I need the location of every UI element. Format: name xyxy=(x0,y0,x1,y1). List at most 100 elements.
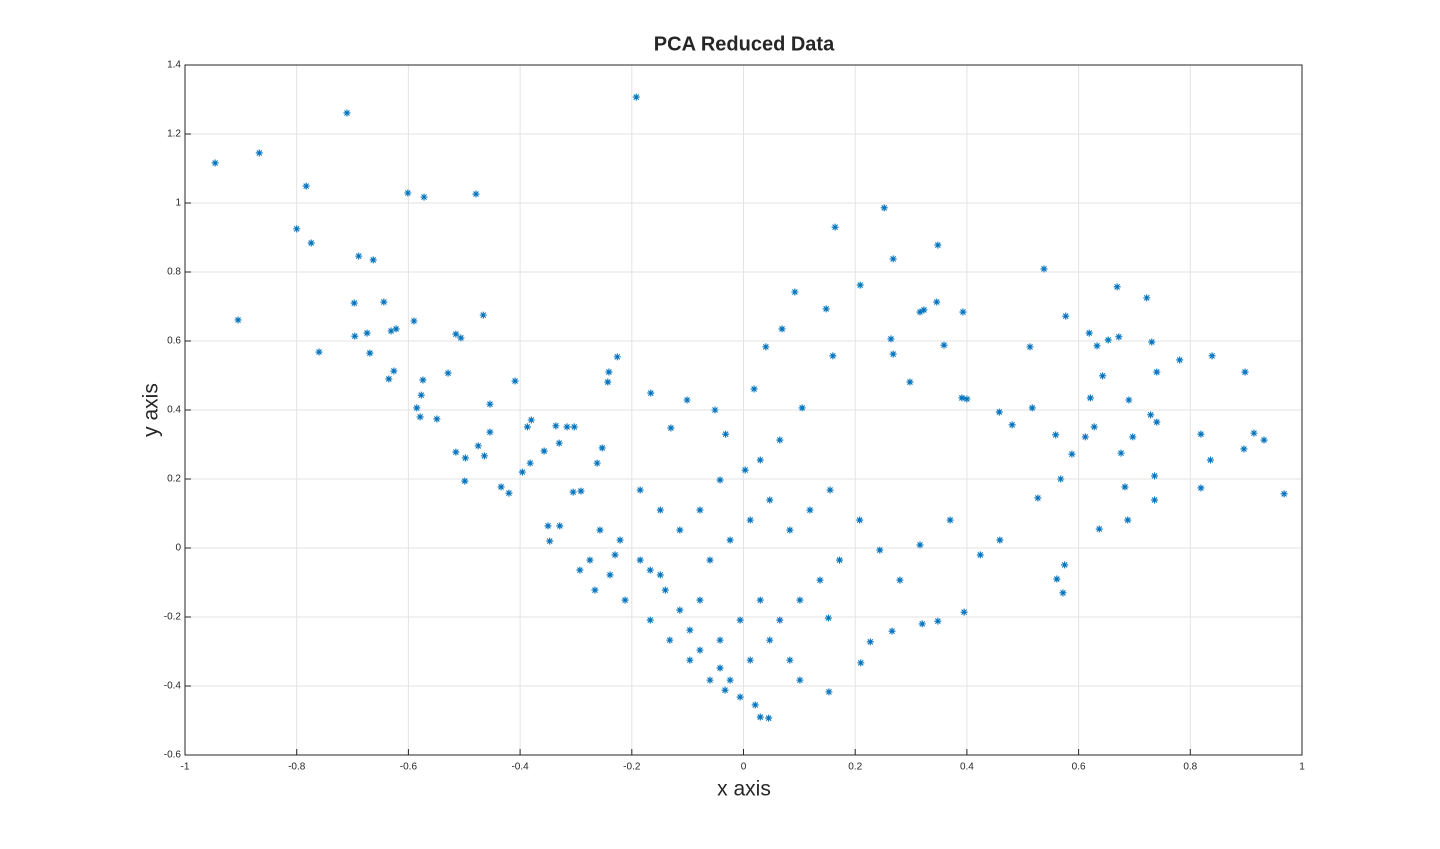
point xyxy=(1115,333,1123,341)
point xyxy=(825,688,833,696)
point xyxy=(457,334,465,342)
point xyxy=(1081,433,1089,441)
point xyxy=(963,395,971,403)
point xyxy=(611,551,619,559)
point xyxy=(696,646,704,654)
point xyxy=(920,306,928,314)
point xyxy=(916,308,924,316)
point xyxy=(940,341,948,349)
y-tick-label: 1 xyxy=(175,198,181,209)
point xyxy=(518,468,526,476)
point xyxy=(816,576,824,584)
x-tick-label: -0.4 xyxy=(511,762,529,773)
point xyxy=(683,396,691,404)
point xyxy=(1148,338,1156,346)
point xyxy=(786,656,794,664)
point xyxy=(577,487,585,495)
point xyxy=(647,389,655,397)
point xyxy=(946,516,954,524)
point xyxy=(461,477,469,485)
point xyxy=(1153,418,1161,426)
point xyxy=(486,428,494,436)
y-tick-label: -0.6 xyxy=(164,750,182,761)
point xyxy=(307,239,315,247)
point xyxy=(1062,312,1070,320)
x-tick-label: 0.8 xyxy=(1183,762,1197,773)
point xyxy=(497,483,505,491)
point xyxy=(1208,352,1216,360)
point xyxy=(586,556,594,564)
point xyxy=(958,394,966,402)
point xyxy=(996,536,1004,544)
point xyxy=(762,343,770,351)
point xyxy=(569,488,577,496)
point xyxy=(933,298,941,306)
x-tick-label: -1 xyxy=(181,762,190,773)
point xyxy=(716,664,724,672)
point xyxy=(1053,575,1061,583)
point xyxy=(1153,368,1161,376)
point xyxy=(829,352,837,360)
point xyxy=(343,109,351,117)
point xyxy=(1117,449,1125,457)
point xyxy=(1124,516,1132,524)
point xyxy=(1104,336,1112,344)
point xyxy=(632,93,640,101)
point xyxy=(766,496,774,504)
point xyxy=(1240,445,1248,453)
x-axis-label: x axis xyxy=(717,778,771,801)
y-axis-label: y axis xyxy=(140,383,163,437)
point xyxy=(540,447,548,455)
point xyxy=(598,444,606,452)
point xyxy=(706,556,714,564)
y-tick-label: -0.2 xyxy=(164,612,182,623)
point xyxy=(474,442,482,450)
point xyxy=(1090,423,1098,431)
point xyxy=(796,676,804,684)
point xyxy=(385,375,393,383)
point xyxy=(888,627,896,635)
point xyxy=(1280,490,1288,498)
point xyxy=(880,204,888,212)
point xyxy=(552,422,560,430)
point xyxy=(1068,450,1076,458)
point xyxy=(315,348,323,356)
point xyxy=(1113,283,1121,291)
point xyxy=(676,606,684,614)
y-tick-label: 0.8 xyxy=(167,267,181,278)
point xyxy=(766,636,774,644)
x-tick-label: 0.6 xyxy=(1072,762,1086,773)
point xyxy=(404,189,412,197)
point xyxy=(486,400,494,408)
point xyxy=(1121,483,1129,491)
point xyxy=(255,149,263,157)
x-tick-label: 0 xyxy=(741,762,747,773)
point xyxy=(563,423,571,431)
point xyxy=(420,193,428,201)
point xyxy=(756,713,764,721)
y-tick-label: -0.4 xyxy=(164,681,182,692)
point xyxy=(656,506,664,514)
point xyxy=(889,350,897,358)
point xyxy=(706,676,714,684)
point xyxy=(856,281,864,289)
point xyxy=(676,526,684,534)
point xyxy=(1176,356,1184,364)
point xyxy=(666,636,674,644)
point xyxy=(355,252,363,260)
point xyxy=(796,596,804,604)
point xyxy=(1026,343,1034,351)
point xyxy=(544,522,552,530)
point xyxy=(604,378,612,386)
point xyxy=(1040,265,1048,273)
point xyxy=(1061,561,1069,569)
point xyxy=(646,616,654,624)
point xyxy=(726,536,734,544)
point xyxy=(596,526,604,534)
point xyxy=(1052,431,1060,439)
point xyxy=(526,459,534,467)
point xyxy=(461,454,469,462)
y-tick-label: 0.6 xyxy=(167,336,181,347)
